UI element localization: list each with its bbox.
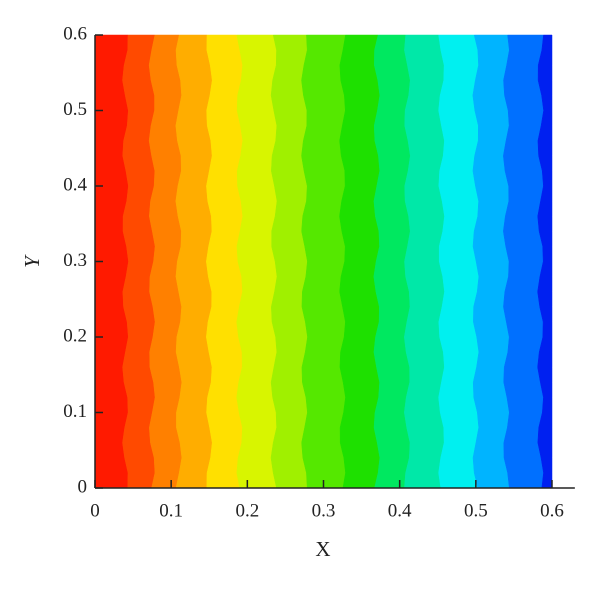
contour-band [339, 34, 381, 489]
y-tick-label: 0.4 [63, 174, 87, 195]
contour-band [503, 34, 544, 489]
contour-band [301, 34, 346, 489]
x-axis-label: X [315, 537, 330, 561]
contour-band [404, 34, 445, 489]
y-axis-label: Y [20, 254, 44, 268]
plot-area [94, 34, 553, 489]
contour-band [472, 34, 510, 489]
x-tick-label: 0.6 [540, 500, 564, 521]
x-tick-label: 0 [90, 500, 100, 521]
y-tick-label: 0.1 [63, 401, 87, 422]
x-tick-label: 0.3 [312, 500, 336, 521]
x-tick-label: 0.1 [159, 500, 183, 521]
x-tick-label: 0.4 [388, 500, 412, 521]
y-tick-label: 0.6 [63, 23, 87, 44]
y-tick-label: 0.2 [63, 325, 87, 346]
y-tick-label: 0 [78, 476, 88, 497]
x-tick-label: 0.5 [464, 500, 488, 521]
contour-band [438, 34, 480, 489]
x-tick-label: 0.2 [235, 500, 259, 521]
contour-band [270, 34, 308, 489]
contour-band [236, 34, 278, 489]
y-tick-label: 0.3 [63, 250, 87, 271]
y-tick-label: 0.5 [63, 99, 87, 120]
